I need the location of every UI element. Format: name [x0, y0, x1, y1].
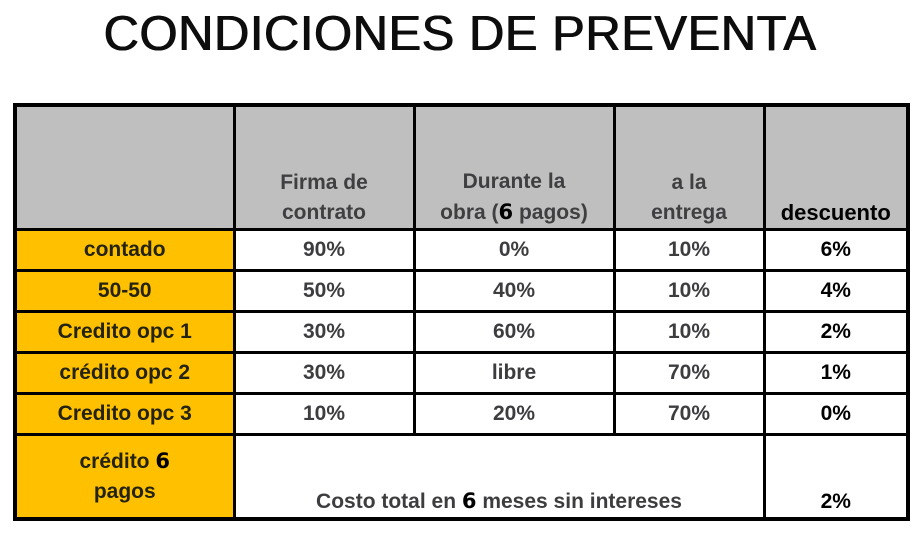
table-row-credito-opc-3: Credito opc 3 10% 20% 70% 0%: [13, 391, 910, 436]
page-title: CONDICIONES DE PREVENTA: [103, 7, 817, 61]
preventa-table: Firma de contrato Durante la obra (6 pag…: [13, 103, 910, 521]
cell-descuento: 2%: [762, 309, 910, 354]
table-row-credito-6-pagos: crédito 6 pagos Costo total en 6 meses s…: [13, 432, 910, 521]
row-label: Credito opc 3: [13, 391, 236, 436]
table-row-credito-opc-2: crédito opc 2 30% libre 70% 1%: [13, 350, 910, 395]
cell-firma: 30%: [232, 309, 416, 354]
row-label: contado: [13, 227, 236, 272]
header-cell-durante: Durante la obra (6 pagos): [412, 103, 616, 231]
header-durante-line2-post: pagos): [513, 200, 588, 224]
cell-descuento: 4%: [762, 268, 910, 313]
cell-durante: 0%: [412, 227, 616, 272]
merged-text-six: 6: [461, 489, 477, 513]
cell-durante: libre: [412, 350, 616, 395]
cell-entrega: 70%: [612, 350, 766, 395]
cell-firma: 10%: [232, 391, 416, 436]
header-firma-line2: contrato: [282, 200, 366, 224]
header-entrega-line2: entrega: [651, 200, 727, 224]
cell-entrega: 10%: [612, 309, 766, 354]
cell-durante: 40%: [412, 268, 616, 313]
header-cell-descuento: descuento: [762, 103, 910, 231]
cell-durante: 20%: [412, 391, 616, 436]
table-row-contado: contado 90% 0% 10% 6%: [13, 227, 910, 272]
header-durante-line2-pre: obra (: [440, 200, 499, 224]
header-durante-six: 6: [498, 199, 514, 224]
cell-durante: 60%: [412, 309, 616, 354]
cell-descuento: 2%: [762, 432, 910, 521]
cell-entrega: 70%: [612, 391, 766, 436]
table-row-50-50: 50-50 50% 40% 10% 4%: [13, 268, 910, 313]
header-cell-empty: [13, 103, 236, 231]
row-label: Credito opc 1: [13, 309, 236, 354]
cell-firma: 90%: [232, 227, 416, 272]
cell-entrega: 10%: [612, 227, 766, 272]
cell-firma: 30%: [232, 350, 416, 395]
cell-entrega: 10%: [612, 268, 766, 313]
row-label-credito-6-pagos: crédito 6 pagos: [13, 432, 236, 521]
header-entrega-line1: a la: [671, 170, 707, 194]
cell-descuento: 0%: [762, 391, 910, 436]
merged-text-pre: Costo total en: [316, 490, 462, 513]
header-firma-line1: Firma de: [280, 170, 368, 194]
cell-costo-total: Costo total en 6 meses sin intereses: [232, 432, 766, 521]
merged-text-post: meses sin intereses: [476, 490, 682, 513]
row-label: crédito opc 2: [13, 350, 236, 395]
table-row-credito-opc-1: Credito opc 1 30% 60% 10% 2%: [13, 309, 910, 354]
table-header-row: Firma de contrato Durante la obra (6 pag…: [13, 103, 910, 231]
last-label-pre: crédito: [79, 449, 156, 473]
header-cell-entrega: a la entrega: [612, 103, 766, 231]
last-label-six: 6: [155, 448, 170, 473]
header-cell-firma: Firma de contrato: [232, 103, 416, 231]
cell-descuento: 6%: [762, 227, 910, 272]
cell-descuento: 1%: [762, 350, 910, 395]
header-durante-line1: Durante la: [462, 169, 566, 193]
row-label: 50-50: [13, 268, 236, 313]
last-label-line2: pagos: [93, 479, 156, 503]
cell-firma: 50%: [232, 268, 416, 313]
